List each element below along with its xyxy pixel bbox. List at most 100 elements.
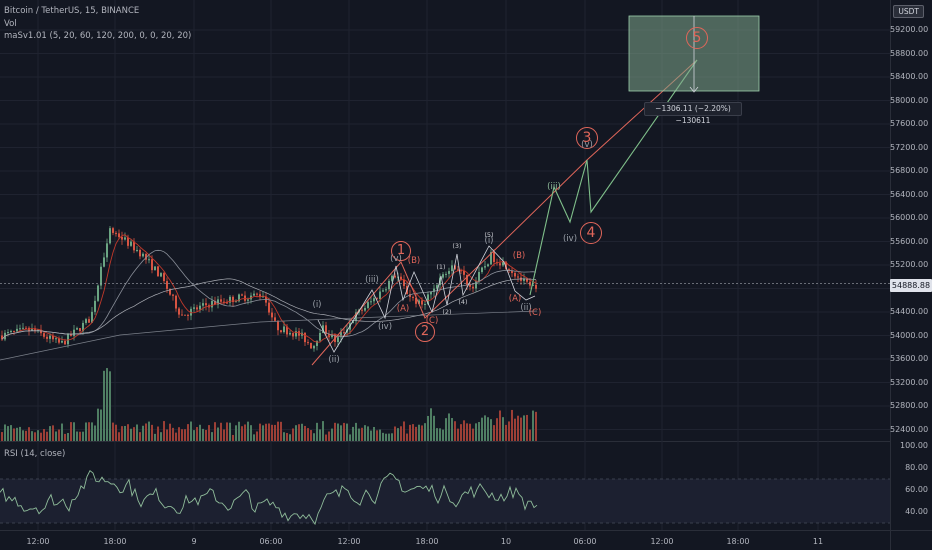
volume-bar [331,428,333,441]
volume-bar [334,422,336,441]
volume-bar [271,424,273,441]
currency-button[interactable]: USDT [893,5,924,18]
candle [370,301,372,303]
candle [262,296,264,298]
candle [220,299,222,302]
volume-bar [112,422,114,441]
candle [229,296,231,303]
candle [85,319,87,323]
volume-bar [529,429,531,441]
candle [151,259,153,271]
volume-bar [259,423,261,441]
volume-bar [13,428,15,441]
rsi-tick-label: 40.00 [905,507,928,516]
candle [25,327,27,329]
candle [223,301,225,303]
candle [382,290,384,292]
volume-bar [394,426,396,441]
wave-forecast-line [529,59,698,296]
volume-bar [73,422,75,441]
candle [421,300,423,305]
wave-5-label: 5 [686,27,708,49]
candle [268,302,270,313]
rsi-tick-label: 80.00 [905,463,928,472]
candle [283,326,285,333]
candle [40,329,42,334]
time-axis-divider [0,530,932,531]
volume-bar [442,429,444,441]
candle [61,341,63,343]
candle [103,257,105,267]
candle [154,266,156,271]
time-tick-label: 06:00 [573,537,597,546]
candle [385,289,387,291]
candle [118,233,120,237]
price-tick-label: 58400.00 [890,72,929,81]
volume-bar [286,433,288,441]
candle [277,320,279,331]
candle [181,314,183,316]
volume-bar [475,423,477,441]
candle [52,335,54,340]
candle [76,328,78,330]
volume-bar [46,431,48,441]
candle [121,236,123,240]
price-tick-label: 57600.00 [890,119,929,128]
candle [535,284,537,289]
volume-bar [43,429,45,441]
candle [295,331,297,337]
volume-bar [304,425,306,441]
candle [142,253,144,257]
forecast-v-label: (v) [581,140,593,150]
volume-legend[interactable]: Vol [4,19,17,29]
candle [172,294,174,296]
volume-bar [163,421,165,441]
volume-bar [433,415,435,441]
volume-bar [385,433,387,441]
candle [526,278,528,282]
volume-bar [502,417,504,441]
candle [226,302,228,304]
wave-sub-4-label: (4) [458,298,468,306]
rsi-tick-label: 100.00 [900,441,928,450]
candle [214,301,216,305]
volume-bar [310,430,312,441]
volume-bar [232,434,234,441]
candle [148,259,150,261]
volume-bar [199,424,201,441]
volume-bar [496,418,498,441]
candle [280,330,282,333]
candle [202,303,204,306]
candle [490,252,492,265]
volume-bar [349,434,351,441]
candle [373,298,375,302]
candle [340,332,342,338]
measure-arrow-icon [689,86,699,93]
ma-legend[interactable]: maSv1.01 (5, 20, 60, 120, 200, 0, 0, 20,… [4,31,192,41]
candle [391,275,393,281]
wave-subwave-line [317,245,536,353]
volume-bar [238,421,240,441]
volume-bar [181,429,183,441]
volume-bar [451,418,453,441]
volume-bar [250,425,252,441]
wave-ii-label-2: (ii) [520,303,532,313]
candle [106,243,108,258]
candle [376,298,378,300]
candle [82,322,84,332]
candle [394,275,396,278]
symbol-legend[interactable]: Bitcoin / TetherUS, 15, BINANCE [4,6,140,16]
volume-bar [244,424,246,441]
wave-v-label: (v) [390,254,402,264]
rsi-legend[interactable]: RSI (14, close) [4,449,66,459]
price-tick-label: 52400.00 [890,424,929,434]
volume-bar [289,434,291,441]
volume-bar [343,422,345,441]
price-tick-label: 58800.00 [890,48,929,58]
volume-bar [535,411,537,441]
price-tick-label: 53600.00 [890,354,929,363]
volume-bar [70,422,72,441]
volume-bar [142,425,144,441]
time-tick-label: 12:00 [337,537,361,546]
